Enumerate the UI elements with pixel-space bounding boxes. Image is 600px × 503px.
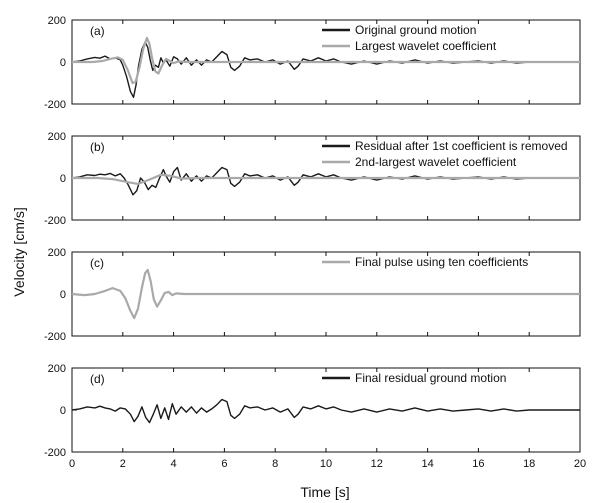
x-tick-label: 6	[221, 458, 227, 470]
x-tick-label: 8	[272, 458, 278, 470]
y-axis-title: Velocity [cm/s]	[11, 207, 27, 296]
y-tick-label: 0	[60, 57, 66, 69]
y-tick-label: 0	[60, 173, 66, 185]
series-line	[72, 173, 580, 185]
legend-label: Original ground motion	[355, 23, 476, 37]
y-tick-label: 200	[48, 15, 66, 27]
legend-label: Final residual ground motion	[355, 371, 506, 385]
series-line	[71, 398, 580, 424]
legend-label: Largest wavelet coefficient	[355, 39, 497, 53]
x-tick-label: 14	[421, 458, 433, 470]
y-tick-label: -200	[44, 215, 66, 227]
series-line	[71, 41, 580, 99]
x-tick-label: 16	[472, 458, 484, 470]
x-tick-label: 4	[171, 458, 177, 470]
y-tick-label: -200	[44, 447, 66, 459]
y-tick-label: 0	[60, 289, 66, 301]
x-tick-label: 0	[69, 458, 75, 470]
x-tick-label: 2	[120, 458, 126, 470]
y-tick-label: 200	[48, 247, 66, 259]
x-tick-label: 18	[523, 458, 535, 470]
legend-label: Final pulse using ten coefficients	[355, 255, 528, 269]
panel-label: (a)	[90, 24, 105, 38]
y-tick-label: 200	[48, 131, 66, 143]
series-line	[72, 36, 580, 85]
x-tick-label: 20	[574, 458, 586, 470]
panel-label: (d)	[90, 372, 105, 386]
series-line	[71, 268, 580, 320]
y-tick-label: -200	[44, 331, 66, 343]
y-tick-label: -200	[44, 99, 66, 111]
y-tick-label: 200	[48, 363, 66, 375]
x-tick-label: 12	[371, 458, 383, 470]
legend-label: 2nd-largest wavelet coefficient	[355, 155, 517, 169]
panel-label: (b)	[90, 140, 105, 154]
y-tick-label: 0	[60, 405, 66, 417]
x-tick-label: 10	[320, 458, 332, 470]
legend-label: Residual after 1st coefficient is remove…	[355, 139, 568, 153]
x-axis-title: Time [s]	[300, 484, 349, 500]
panel-label: (c)	[90, 256, 104, 270]
